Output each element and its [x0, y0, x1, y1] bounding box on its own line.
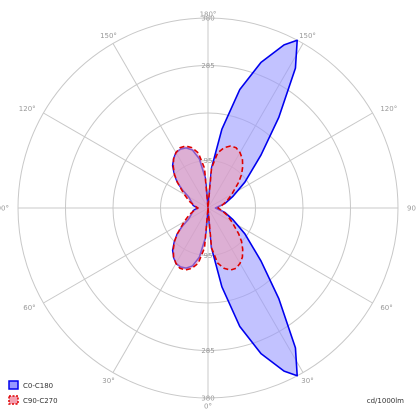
radial-label-bottom-285: 285	[201, 347, 214, 355]
angle-label-180-top: 180°	[200, 11, 217, 19]
angle-label-150-left: 150°	[100, 32, 117, 40]
angle-label-120-left: 120°	[19, 105, 36, 113]
legend-label-c90-c270: C90-C270	[23, 397, 58, 405]
angle-label-30-left: 30°	[102, 377, 114, 385]
angle-label-60-right: 60°	[380, 304, 392, 312]
angle-label-120-right: 120°	[380, 105, 397, 113]
radial-label-top-95: 95	[204, 157, 213, 165]
angle-label-90-left: 90°	[0, 205, 9, 213]
legend: C0-C180 C90-C270	[8, 380, 58, 405]
angle-label-150-right: 150°	[299, 32, 316, 40]
radial-label-top-285: 285	[201, 62, 214, 70]
unit-label: cd/1000lm	[367, 397, 404, 405]
series-layer	[171, 39, 298, 377]
radial-label-bottom-380: 380	[201, 395, 214, 403]
angle-label-90-right: 90°	[407, 205, 416, 213]
series-c90-c270	[172, 145, 244, 271]
angle-label-0-bottom: 0°	[204, 403, 212, 411]
legend-swatch-c0-c180	[8, 380, 19, 390]
radial-label-top-380: 380	[201, 15, 214, 23]
legend-swatch-c90-c270	[8, 395, 19, 405]
axis-labels: 180° 150° 150° 120° 120° 90° 90° 60° 60° 30° 30° 0°…	[0, 11, 416, 411]
angle-label-60-left: 60°	[23, 304, 35, 312]
radial-label-bottom-95: 95	[204, 252, 213, 260]
angle-label-30-right: 30°	[301, 377, 313, 385]
legend-label-c0-c180: C0-C180	[23, 382, 53, 390]
